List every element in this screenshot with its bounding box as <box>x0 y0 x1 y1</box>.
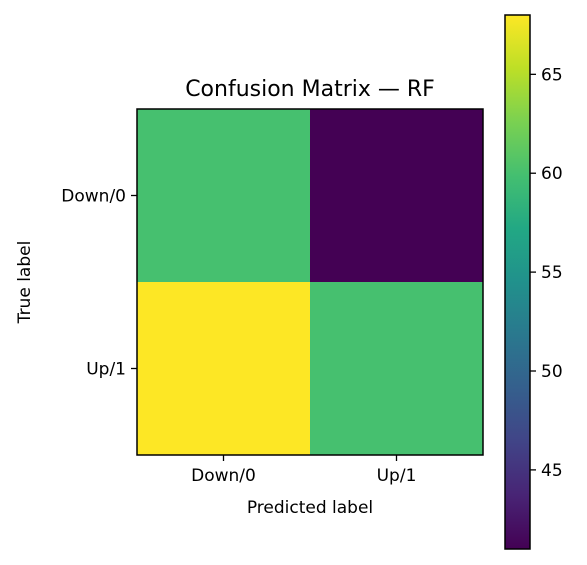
y-tick-label: Down/0 <box>61 187 126 207</box>
heatmap-cell-r1-c0 <box>137 282 310 455</box>
x-tick-label: Up/1 <box>377 466 417 486</box>
heatmap-cell-r0-c0 <box>137 109 310 282</box>
colorbar-tick-label: 60 <box>541 164 563 184</box>
colorbar-gradient <box>505 15 530 549</box>
colorbar-frame <box>504 14 531 550</box>
plot-frame <box>136 108 484 456</box>
colorbar-tick-label: 50 <box>541 362 563 382</box>
y-tick-label: Up/1 <box>86 360 126 380</box>
chart-title: Confusion Matrix — RF <box>185 77 435 102</box>
heatmap-cell-r0-c1 <box>310 109 483 282</box>
colorbar: 45 50 55 60 65 <box>504 14 563 550</box>
heatmap-cell-r1-c1 <box>310 282 483 455</box>
colorbar-tick-label: 45 <box>541 461 563 481</box>
x-axis-label: Predicted label <box>247 498 373 518</box>
heatmap-cells <box>137 109 483 455</box>
colorbar-ticks: 45 50 55 60 65 <box>530 65 563 481</box>
colorbar-tick-label: 65 <box>541 65 563 85</box>
x-axis-ticks: Down/0 Up/1 <box>191 455 416 486</box>
x-tick-label: Down/0 <box>191 466 256 486</box>
y-axis-label: True label <box>15 241 35 325</box>
colorbar-tick-label: 55 <box>541 263 563 283</box>
y-axis-ticks: Down/0 Up/1 <box>61 187 137 380</box>
